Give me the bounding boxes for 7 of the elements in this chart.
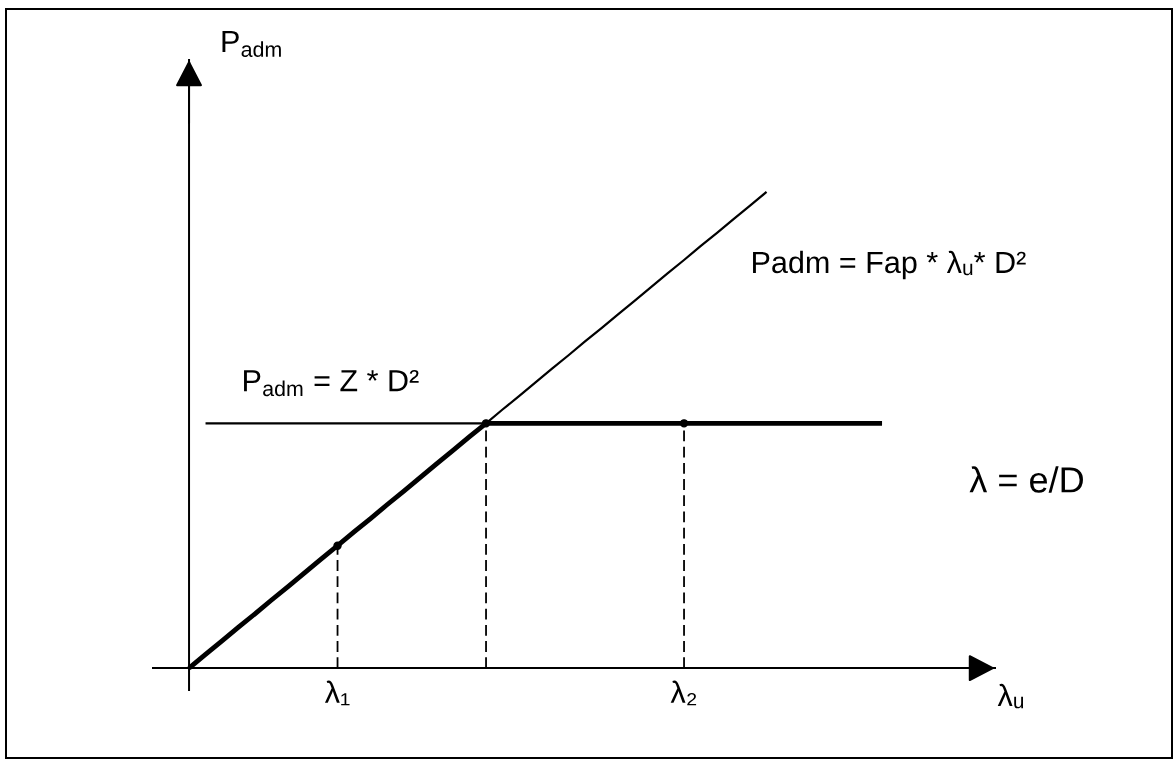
x-tick-label: λ₂ bbox=[670, 680, 697, 706]
text: λ = e/D bbox=[969, 466, 1083, 493]
series-label: P$_{adm}$ = Z * D² bbox=[244, 369, 419, 397]
x-tick-label: λ₁ bbox=[324, 680, 350, 706]
x-axis-title: λᵤ bbox=[997, 683, 1024, 709]
y-axis-title: P$_{adm}$ bbox=[222, 30, 281, 57]
series-label: Padm = Fap * λᵤ* D² bbox=[753, 250, 1026, 280]
